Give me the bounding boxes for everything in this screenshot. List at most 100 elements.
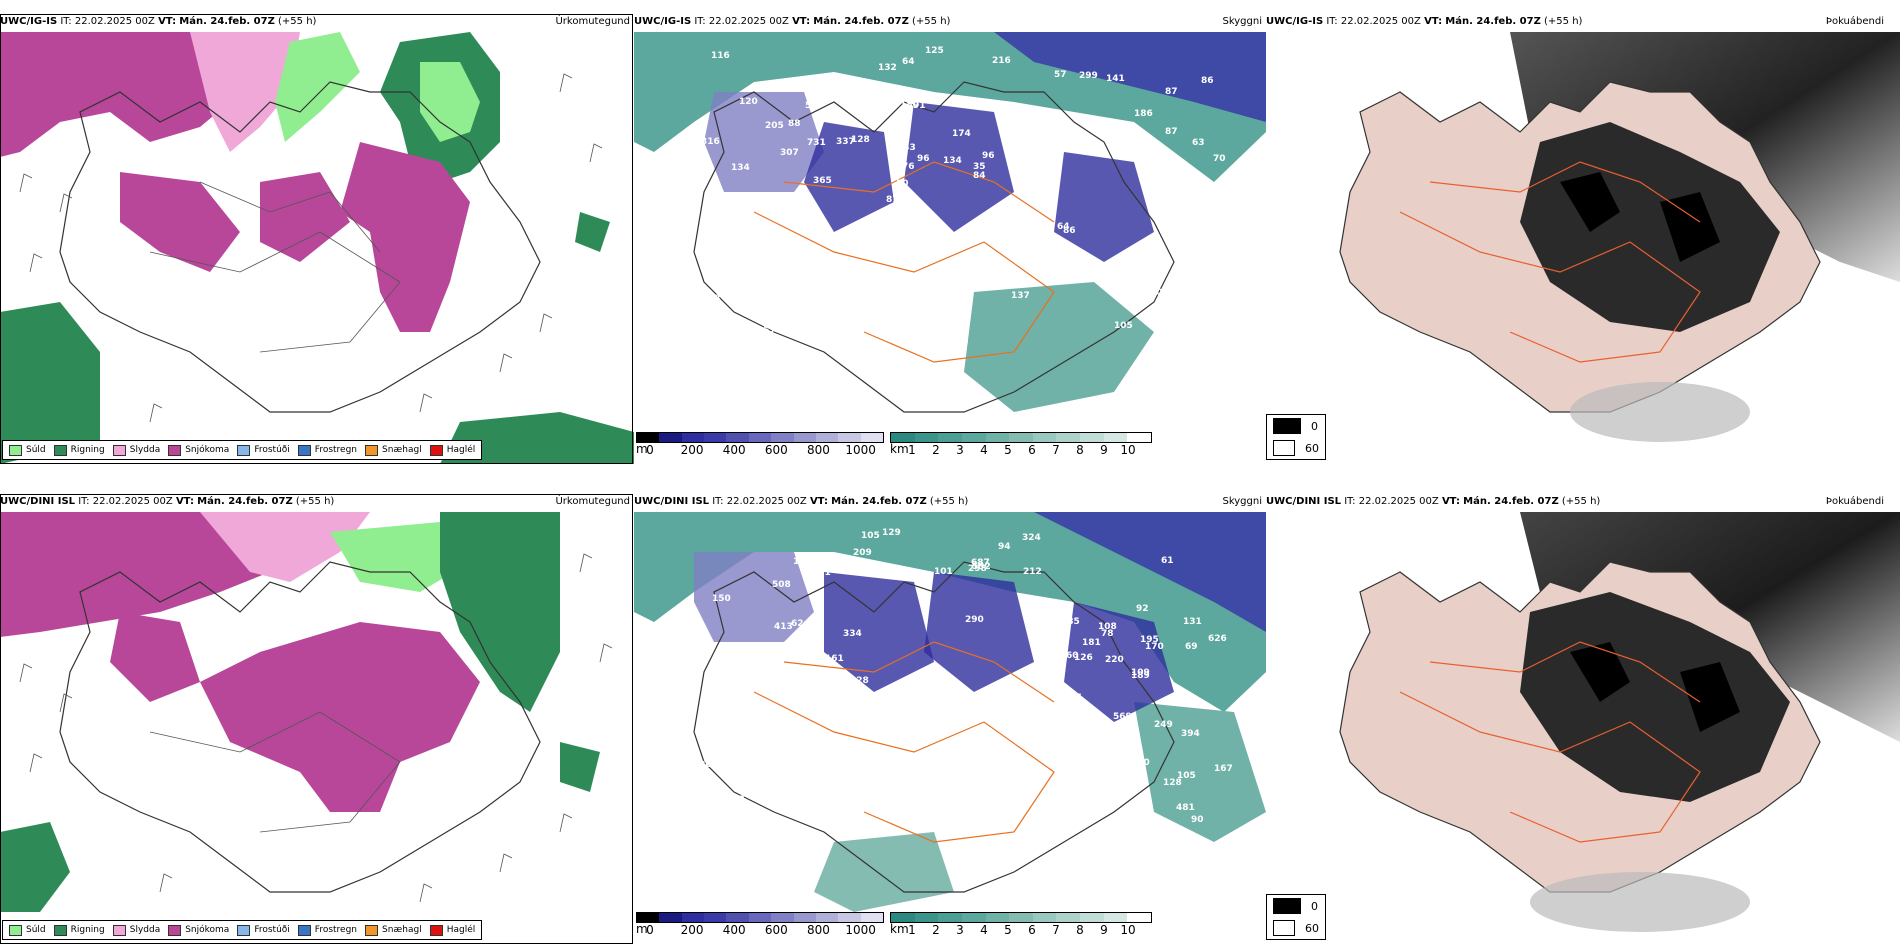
valid-label: VT: bbox=[792, 16, 811, 27]
ceiling-value-label: 105 bbox=[1114, 321, 1133, 331]
ceiling-value-label: 51 bbox=[754, 330, 767, 340]
colorbar-tick-label: 400 bbox=[722, 443, 746, 457]
ceiling-value-label: 87 bbox=[1165, 127, 1178, 137]
ptype-legend-item: Snæhagl bbox=[365, 924, 422, 936]
colorbar-swatch bbox=[726, 433, 749, 442]
ptype-legend-item: Súld bbox=[9, 444, 46, 456]
ptype-legend-item: Snæhagl bbox=[365, 444, 422, 456]
ptype-map bbox=[0, 32, 634, 464]
ceiling-value-label: 109 bbox=[1131, 668, 1150, 678]
ceiling-value-label: 62 bbox=[791, 619, 804, 629]
colorbar-tick-label: 1000 bbox=[845, 923, 876, 937]
ceiling-value-label: 76 bbox=[902, 162, 915, 172]
colorbar-swatch bbox=[748, 913, 772, 922]
ceiling-value-label: 90 bbox=[1191, 815, 1204, 825]
colorbar-swatch bbox=[771, 433, 794, 442]
ceiling-value-label: 160 bbox=[1131, 758, 1150, 768]
ceiling-value-label: 290 bbox=[965, 615, 984, 625]
visibility-unit: km bbox=[890, 922, 909, 936]
legend-label: Haglél bbox=[446, 445, 476, 455]
model-name: UWC/IG-IS bbox=[634, 16, 692, 27]
ceiling-value-label: 56 bbox=[929, 756, 942, 766]
ceiling-value-label: 718 bbox=[1046, 751, 1065, 761]
ceiling-value-label: 143 bbox=[897, 143, 916, 153]
colorbar-tick-label: 6 bbox=[1028, 923, 1036, 937]
ceiling-value-label: 413 bbox=[774, 622, 793, 632]
ceiling-value-label: 96 bbox=[982, 151, 995, 161]
colorbar-swatch bbox=[748, 433, 772, 442]
ceiling-value-label: 120 bbox=[739, 97, 758, 107]
model-name: UWC/DINI ISL bbox=[634, 496, 710, 507]
ceiling-value-label: 234 bbox=[1017, 114, 1036, 124]
model-name: UWC/DINI ISL bbox=[0, 496, 76, 507]
ptype-legend-item: Snjókoma bbox=[168, 924, 229, 936]
ceiling-value-label: 134 bbox=[943, 156, 962, 166]
colorbar-swatch bbox=[985, 433, 1010, 442]
ceiling-value-label: 86 bbox=[1063, 226, 1076, 236]
ceiling-value-label: 861 bbox=[844, 748, 863, 758]
ceiling-value-label: 141 bbox=[1106, 74, 1125, 84]
ptype-legend-item: Súld bbox=[9, 924, 46, 936]
init-time: 22.02.2025 00Z bbox=[74, 16, 155, 27]
ceiling-value-label: 80 bbox=[949, 302, 962, 312]
ceiling-value-label: 96 bbox=[699, 760, 712, 770]
ceiling-value-label: 139 bbox=[888, 811, 907, 821]
legend-label: Snæhagl bbox=[382, 925, 422, 935]
panel-ptype-top: UWC/IG-IS IT: 22.02.2025 00Z VT: Mán. 24… bbox=[0, 12, 634, 464]
colorbar-swatch bbox=[704, 913, 727, 922]
init-time: 22.02.2025 00Z bbox=[92, 496, 173, 507]
fog-map bbox=[1280, 32, 1900, 464]
ceiling-value-label: 167 bbox=[1214, 764, 1233, 774]
colorbar-tick-label: 1 bbox=[908, 923, 916, 937]
legend-swatch bbox=[297, 924, 311, 936]
field-name: Úrkomutegund bbox=[555, 496, 630, 507]
ceiling-value-label: 126 bbox=[1074, 653, 1093, 663]
legend-label: Frostúði bbox=[254, 925, 290, 935]
ptype-map bbox=[0, 512, 634, 944]
colorbar-tick-label: 3 bbox=[956, 443, 964, 457]
visibility-colorbar-ticks: 1 2 3 4 5 6 7 8 9 10 bbox=[908, 443, 1152, 457]
colorbar-swatch bbox=[1009, 913, 1033, 922]
panel-fog-bottom: UWC/DINI ISL IT: 22.02.2025 00Z VT: Mán.… bbox=[1266, 492, 1900, 944]
ceiling-value-label: 299 bbox=[1079, 71, 1098, 81]
ceiling-value-label: 220 bbox=[1105, 655, 1124, 665]
ceiling-value-label: 65 bbox=[956, 337, 969, 347]
colorbar-tick-label: 10 bbox=[1120, 443, 1136, 457]
colorbar-tick-label: 200 bbox=[680, 443, 704, 457]
colorbar-swatch bbox=[726, 913, 749, 922]
ceiling-value-label: 94 bbox=[998, 542, 1011, 552]
legend-swatch bbox=[9, 444, 22, 456]
ptype-legend-item: Rigning bbox=[53, 924, 105, 936]
panel-header: UWC/DINI ISL IT: 22.02.2025 00Z VT: Mán.… bbox=[0, 492, 634, 512]
ptype-legend-item: Frostregn bbox=[297, 924, 358, 936]
ceiling-value-label: 77 bbox=[1069, 693, 1082, 703]
fog-map bbox=[1280, 512, 1900, 944]
colorbar-swatch bbox=[659, 433, 682, 442]
panel-header: UWC/IG-IS IT: 22.02.2025 00Z VT: Mán. 24… bbox=[634, 12, 1266, 32]
legend-swatch bbox=[297, 444, 311, 456]
ceiling-value-label: 75 bbox=[763, 793, 776, 803]
ceiling-value-label: 189 bbox=[1131, 671, 1150, 681]
ptype-legend-item: Frostúði bbox=[237, 444, 290, 456]
legend-label: Slydda bbox=[129, 445, 161, 455]
legend-swatch bbox=[429, 444, 443, 456]
legend-label: Rigning bbox=[70, 925, 105, 935]
init-label: IT: bbox=[60, 16, 72, 27]
ceiling-value-label: 150 bbox=[712, 594, 731, 604]
ceiling-value-label: 105 bbox=[1177, 771, 1196, 781]
colorbar-swatch bbox=[1080, 433, 1104, 442]
ceiling-value-label: 132 bbox=[878, 63, 897, 73]
legend-label: Súld bbox=[26, 925, 46, 935]
ceiling-value-label: 169 bbox=[721, 762, 740, 772]
ceiling-value-label: 64 bbox=[1057, 222, 1070, 232]
colorbar-swatch bbox=[1103, 913, 1128, 922]
ceiling-value-label: 209 bbox=[853, 548, 872, 558]
colorbar-tick-label: 3 bbox=[956, 923, 964, 937]
visibility-svg: 115 134 87 81 234 157 180 174 428 128 148 46 91 96 86 1… bbox=[634, 32, 1266, 432]
ceiling-value-label: 151 bbox=[1081, 770, 1100, 780]
colorbar-swatch bbox=[793, 433, 816, 442]
ceiling-value-label: 91 bbox=[913, 101, 926, 111]
ceiling-colorbar-swatches bbox=[636, 912, 884, 923]
init-time: 22.02.2025 00Z bbox=[726, 496, 807, 507]
legend-label: Frostregn bbox=[314, 925, 358, 935]
